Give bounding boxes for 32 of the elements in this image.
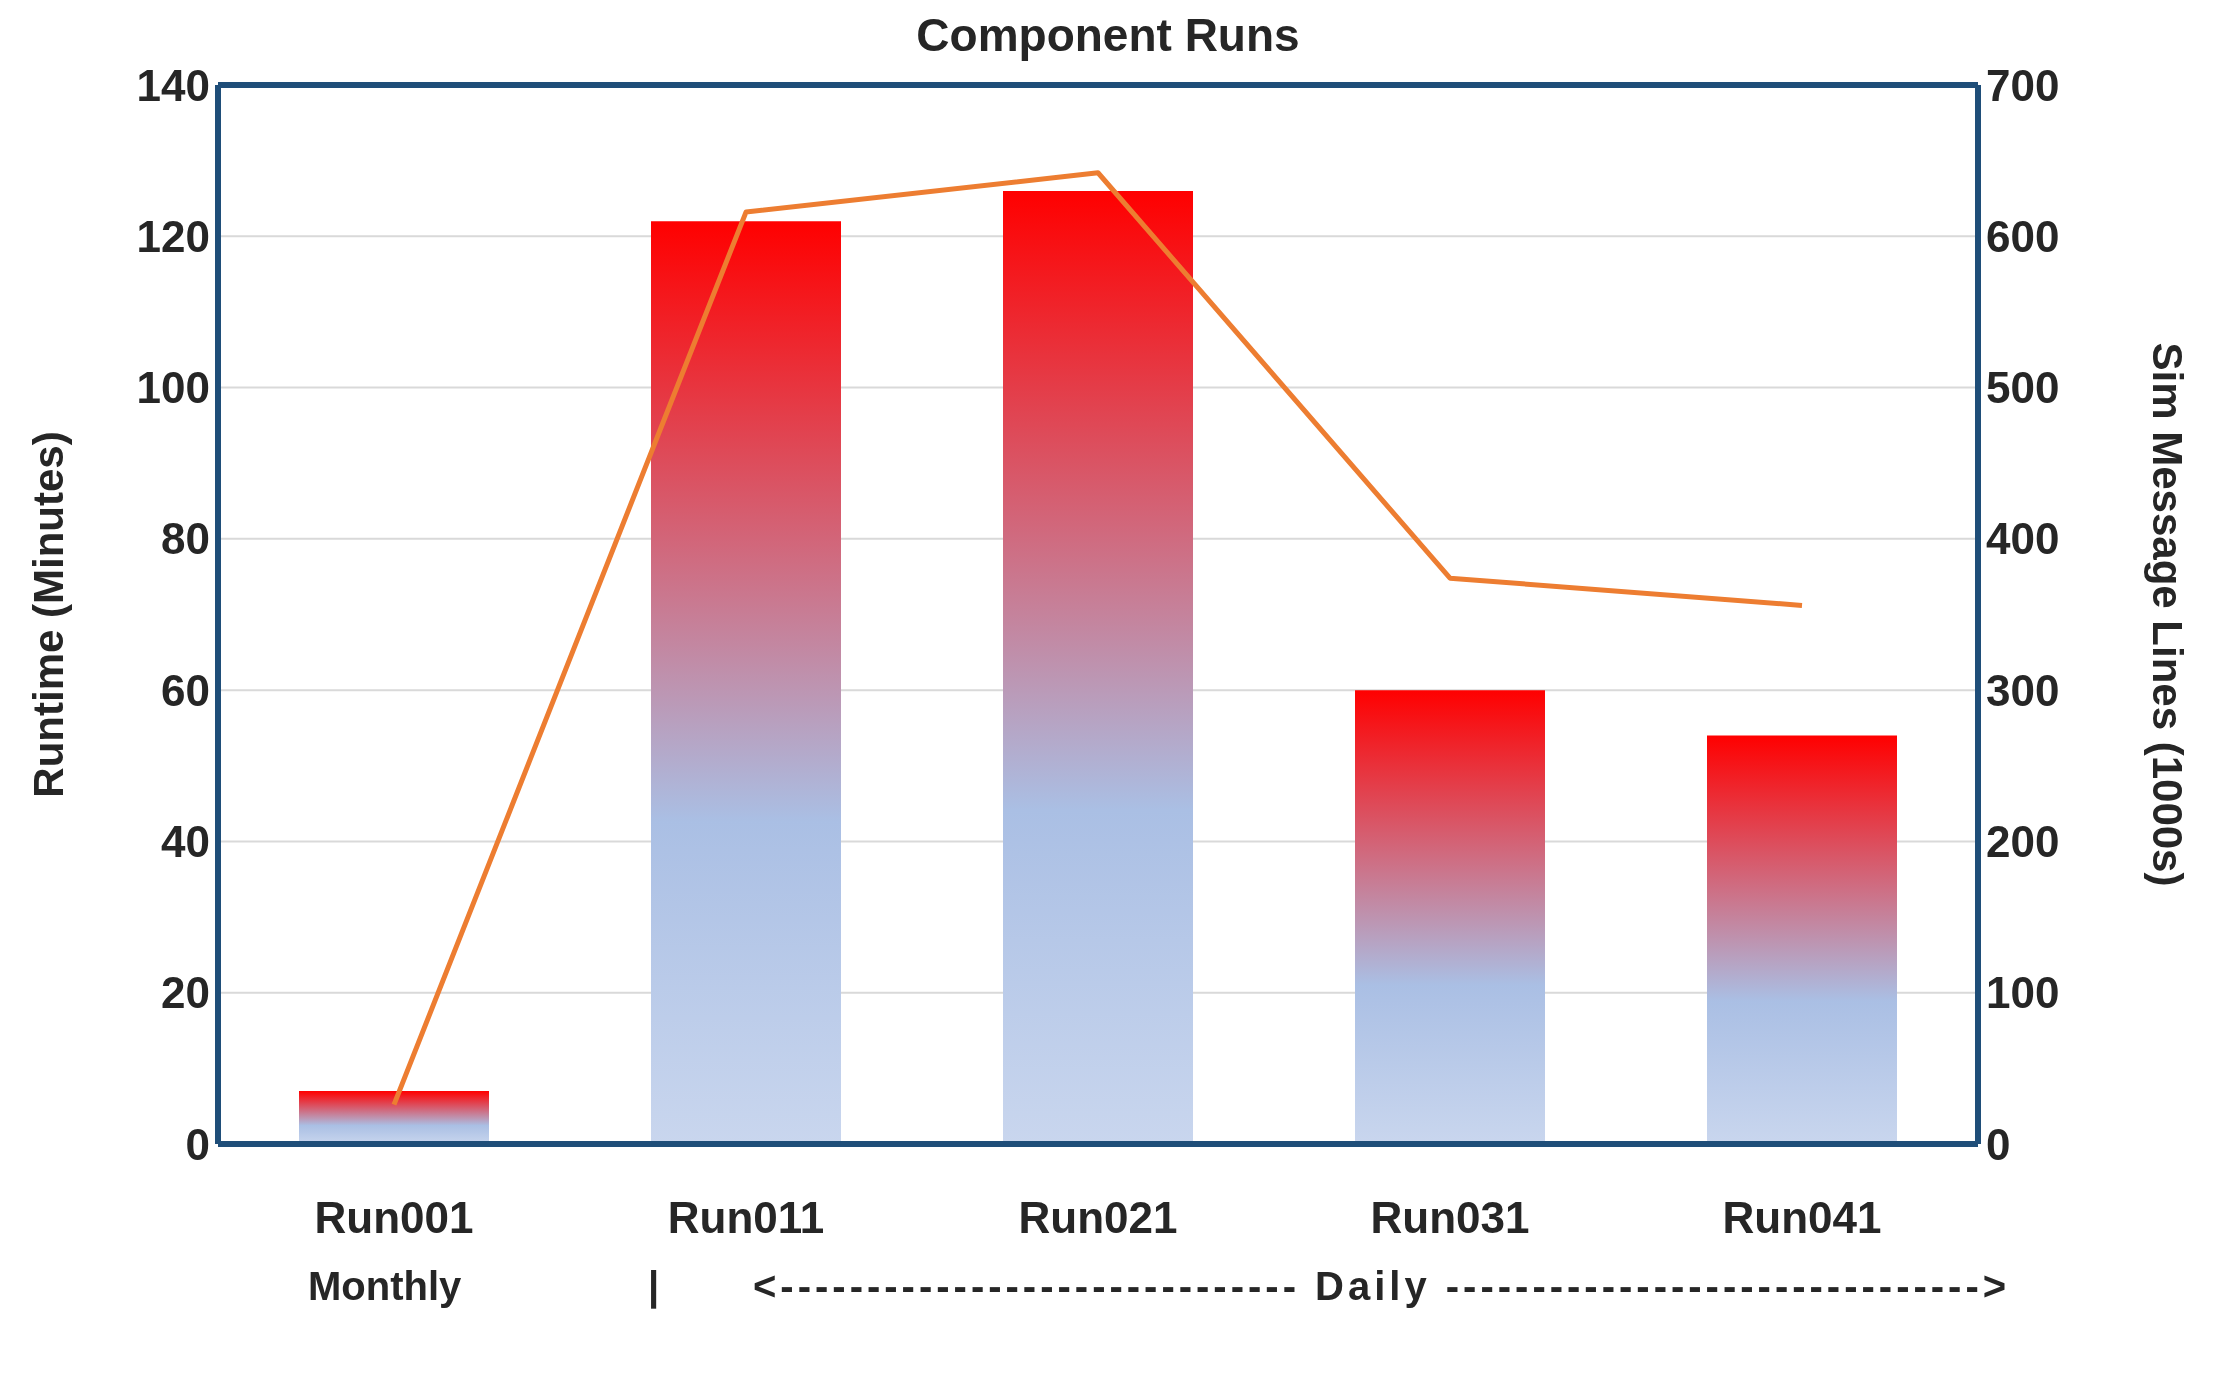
text: Monthly xyxy=(308,1264,462,1309)
y2-tick-label: 0 xyxy=(1986,1119,2011,1169)
y-tick-label: 20 xyxy=(161,968,210,1018)
y2-tick-label: 400 xyxy=(1986,514,2060,564)
y2-tick-label: 700 xyxy=(1986,60,2060,110)
y2-tick-label: 100 xyxy=(1986,968,2060,1018)
x-tick-label: Run041 xyxy=(1722,1193,1882,1243)
y-tick-label: 140 xyxy=(136,60,210,110)
y-tick-label: 100 xyxy=(136,363,210,413)
x-tick-label: Run001 xyxy=(314,1193,474,1243)
bar xyxy=(1003,190,1193,1144)
y-tick-label: 120 xyxy=(136,211,210,261)
y2-tick-label: 600 xyxy=(1986,211,2060,261)
y-tick-label: 40 xyxy=(161,817,210,867)
bar xyxy=(1355,690,1545,1144)
text: | xyxy=(648,1264,660,1309)
x-tick-label: Run021 xyxy=(1018,1193,1178,1243)
y-tick-label: 80 xyxy=(161,514,210,564)
y2-tick-label: 200 xyxy=(1986,817,2060,867)
chart-title: Component Runs xyxy=(916,9,1300,61)
bar xyxy=(299,1091,489,1144)
y-tick-label: 0 xyxy=(185,1119,210,1169)
y-axis-title: Runtime (Minutes) xyxy=(24,431,72,798)
y2-axis-title: Sim Message Lines (1000s) xyxy=(2144,342,2192,887)
text: <------------------------------ Daily -------------------------------> xyxy=(753,1264,2011,1309)
x-tick-label: Run031 xyxy=(1370,1193,1530,1243)
y2-tick-label: 300 xyxy=(1986,665,2060,715)
x-tick-label: Run011 xyxy=(667,1193,825,1243)
y2-tick-label: 500 xyxy=(1986,363,2060,413)
y-tick-label: 60 xyxy=(161,665,210,715)
bar xyxy=(1707,735,1897,1144)
bar xyxy=(651,221,841,1144)
